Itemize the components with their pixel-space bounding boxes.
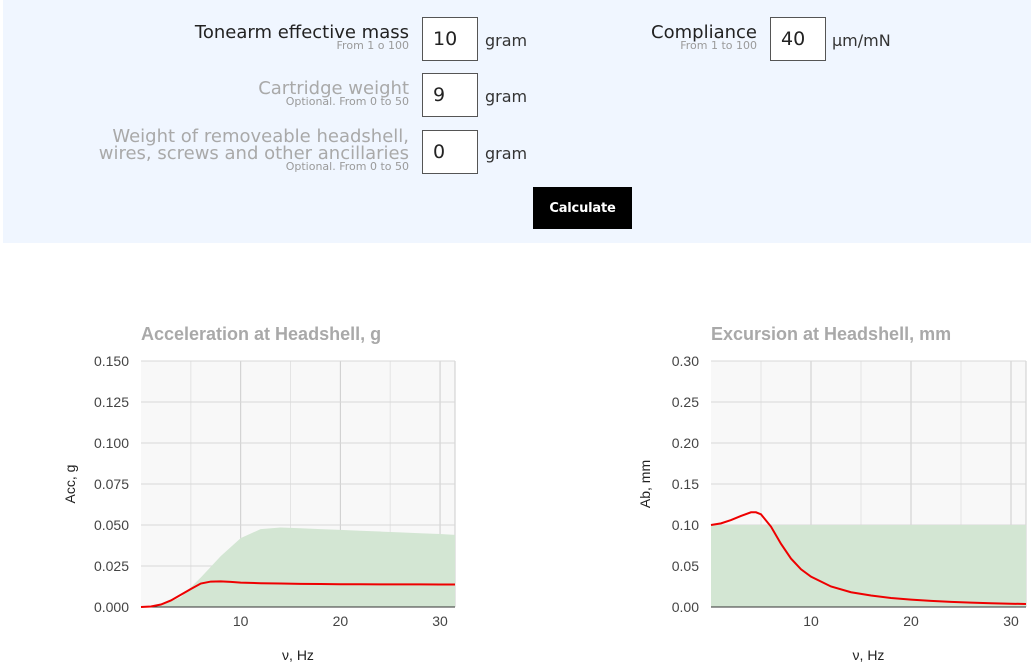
y-axis-label: Acc, g	[62, 465, 78, 504]
compliance-input[interactable]	[770, 17, 826, 61]
y-tick-label: 0.100	[94, 435, 129, 451]
y-tick-label: 0.000	[94, 599, 129, 615]
series-line	[710, 511, 1027, 605]
y-tick-label: 0.10	[672, 517, 699, 533]
chart-title: Excursion at Headshell, mm	[711, 324, 951, 344]
y-tick-label: 0.00	[672, 599, 699, 615]
y-tick-label: 0.125	[94, 394, 129, 410]
x-tick-label: 10	[803, 613, 819, 629]
compliance-hint: From 1 to 100	[680, 39, 757, 52]
y-tick-label: 0.05	[672, 558, 699, 574]
acceleration-chart: 0.000 0.025 0.050 0.075 0.100 0.125 0.150 10 20 3…	[62, 324, 456, 663]
cartridge-weight-hint: Optional. From 0 to 50	[285, 95, 409, 108]
tonearm-mass-input[interactable]	[422, 17, 478, 61]
x-tick-label: 10	[233, 613, 249, 629]
headshell-weight-label-group: Weight of removeable headshell, wires, s…	[98, 126, 409, 173]
tonearm-mass-label: Tonearm effective mass	[194, 22, 409, 43]
headshell-weight-input[interactable]	[422, 130, 478, 174]
y-tick-label: 0.075	[94, 476, 129, 492]
headshell-weight-unit: gram	[485, 144, 528, 163]
y-tick-label: 0.050	[94, 517, 129, 533]
y-tick-label: 0.150	[94, 353, 129, 369]
y-tick-label: 0.25	[672, 394, 699, 410]
compliance-label: Compliance	[651, 22, 757, 43]
headshell-weight-hint: Optional. From 0 to 50	[285, 160, 409, 173]
y-tick-label: 0.20	[672, 435, 699, 451]
cartridge-weight-input[interactable]	[422, 73, 478, 117]
y-tick-label: 0.025	[94, 558, 129, 574]
y-tick-label: 0.30	[672, 353, 699, 369]
chart-title: Acceleration at Headshell, g	[141, 324, 381, 344]
x-tick-label: 30	[432, 613, 448, 629]
y-axis-label: Ab, mm	[637, 460, 653, 508]
range-band-area	[711, 525, 1026, 607]
tonearm-mass-hint: From 1 o 100	[336, 39, 409, 52]
series-line	[140, 580, 455, 608]
x-tick-label: 20	[333, 613, 349, 629]
x-axis-label: ν, Hz	[853, 647, 885, 663]
cartridge-weight-label-group: Cartridge weight Optional. From 0 to 50	[258, 78, 409, 108]
compliance-unit: µm/mN	[832, 31, 891, 50]
x-axis-label: ν, Hz	[282, 647, 314, 663]
range-band-area	[141, 527, 455, 607]
excursion-chart: 0.00 0.05 0.10 0.15 0.20 0.25 0.30 10 20 30 Excurs…	[637, 324, 1027, 663]
cartridge-weight-label: Cartridge weight	[258, 78, 409, 99]
headshell-weight-label-line2: wires, screws and other ancillaries	[98, 143, 409, 164]
y-tick-label: 0.15	[672, 476, 699, 492]
tonearm-mass-label-group: Tonearm effective mass From 1 o 100	[194, 22, 409, 52]
cartridge-weight-unit: gram	[485, 87, 528, 106]
input-panel	[3, 0, 1031, 243]
compliance-label-group: Compliance From 1 to 100	[651, 22, 757, 52]
calculate-button[interactable]: Calculate	[533, 187, 632, 229]
headshell-weight-label-line1: Weight of removeable headshell,	[112, 126, 409, 147]
x-tick-label: 20	[903, 613, 919, 629]
tonearm-mass-unit: gram	[485, 31, 528, 50]
x-tick-label: 30	[1003, 613, 1019, 629]
